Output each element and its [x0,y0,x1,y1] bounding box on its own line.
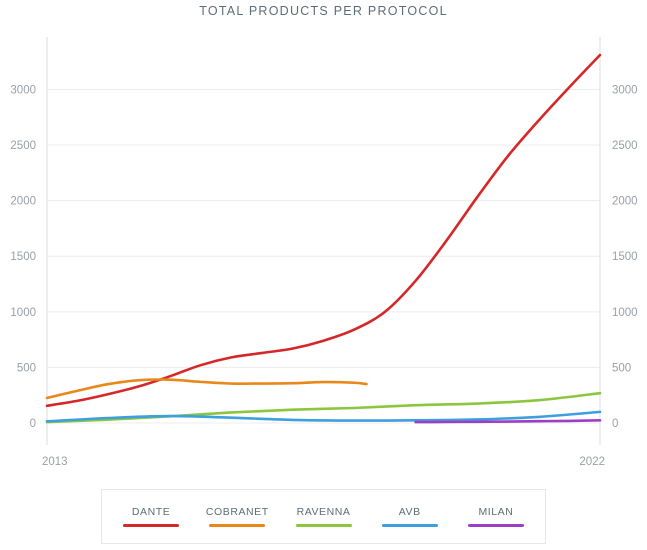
y-tick-left-2000: 2000 [10,196,36,208]
legend-swatch-dante [123,523,180,528]
series-line-milan [414,419,602,424]
series-line-dante [45,53,602,408]
legend-swatch-avb [381,523,438,528]
series-lines [45,53,602,424]
legend-item-cobranet[interactable]: COBRANET [194,505,280,528]
y-tick-right-2000: 2000 [612,196,638,208]
y-tick-left-500: 500 [17,362,36,374]
series-line-ravenna [45,391,602,424]
legend-label-ravenna: RAVENNA [296,505,351,518]
legend-swatch-cobranet [209,523,266,528]
legend-label-avb: AVB [398,505,421,518]
y-tick-right-3000: 3000 [612,84,638,96]
x-tick-2013: 2013 [42,456,68,468]
line-chart-plot: 0 500 1000 1500 2000 2500 3000 0 500 1000 1500 200… [10,37,638,468]
y-tick-right-1000: 1000 [612,307,638,319]
y-tick-left-0: 0 [30,418,36,430]
legend-item-dante[interactable]: DANTE [108,505,194,528]
legend-label-dante: DANTE [131,505,171,518]
y-axis-labels-left: 0 500 1000 1500 2000 2500 3000 [10,84,36,430]
legend-item-avb[interactable]: AVB [367,505,453,528]
y-tick-left-1000: 1000 [10,307,36,319]
legend-swatch-milan [467,523,524,528]
y-tick-right-0: 0 [612,418,618,430]
gridlines [47,88,600,424]
y-tick-left-2500: 2500 [10,140,36,152]
x-tick-2022: 2022 [579,456,605,468]
y-tick-left-1500: 1500 [10,251,36,263]
legend-label-milan: MILAN [478,505,514,518]
y-tick-right-500: 500 [612,362,631,374]
y-tick-right-1500: 1500 [612,251,638,263]
x-axis-labels: 2013 2022 [42,456,605,468]
series-line-avb [45,410,602,423]
legend-item-milan[interactable]: MILAN [453,505,539,528]
series-line-cobranet [45,378,368,400]
chart-legend: DANTE COBRANET RAVENNA AVB MILAN [101,489,546,544]
legend-item-ravenna[interactable]: RAVENNA [280,505,366,528]
legend-label-cobranet: COBRANET [205,505,269,518]
y-tick-left-3000: 3000 [10,84,36,96]
y-tick-right-2500: 2500 [612,140,638,152]
y-axis-labels-right: 0 500 1000 1500 2000 2500 3000 [612,84,638,430]
legend-swatch-ravenna [295,523,352,528]
axis-lines [46,37,601,445]
page-title: TOTAL PRODUCTS PER PROTOCOL [199,4,448,18]
